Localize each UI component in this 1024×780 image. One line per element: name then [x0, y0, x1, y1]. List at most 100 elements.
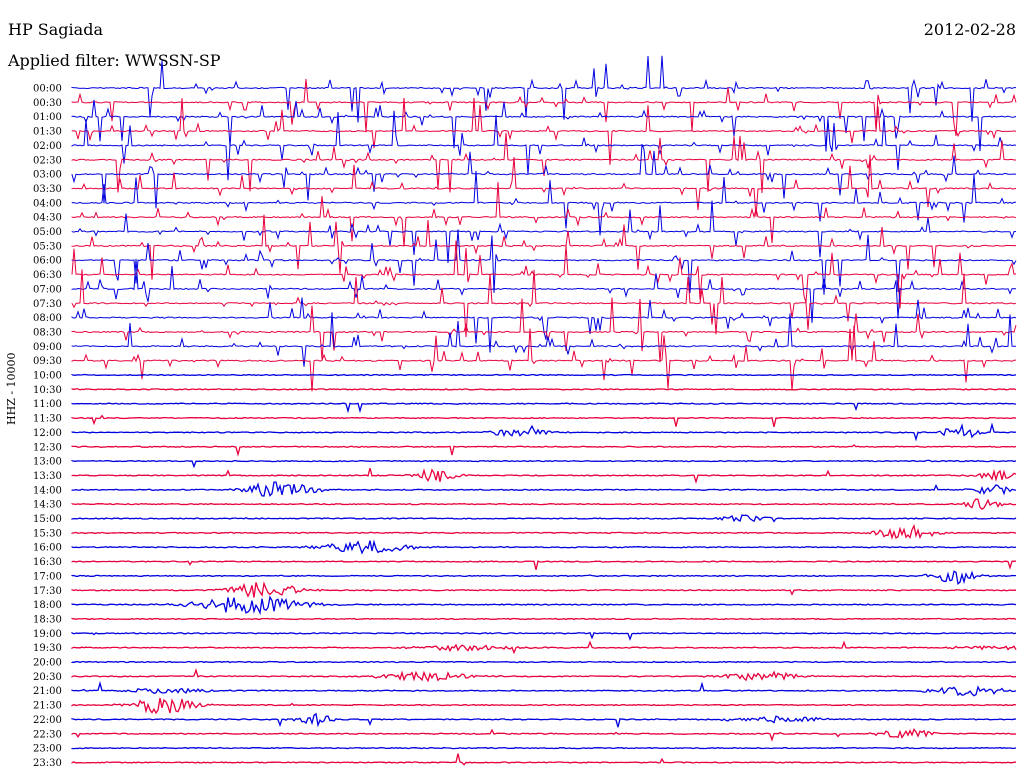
trace-row	[71, 728, 1017, 742]
row-label: 04:00	[33, 198, 62, 209]
row-label: 08:00	[33, 313, 62, 324]
trace-row	[71, 498, 1017, 511]
filter-label: Applied filter: WWSSN-SP	[8, 51, 221, 70]
row-label: 00:30	[33, 98, 62, 109]
trace-row	[71, 560, 1017, 570]
row-label: 12:30	[33, 442, 62, 453]
trace-row	[71, 297, 1017, 353]
row-label: 15:00	[33, 514, 62, 525]
row-label: 23:30	[33, 758, 62, 769]
row-label: 11:00	[33, 399, 62, 410]
trace-row	[71, 422, 1017, 442]
trace-row	[71, 514, 1017, 523]
trace-row	[71, 753, 1017, 766]
row-label: 02:00	[33, 141, 62, 152]
trace-row	[71, 402, 1017, 414]
trace-row	[71, 110, 1017, 181]
row-label: 14:30	[33, 500, 62, 511]
trace-row	[71, 697, 1017, 715]
row-label: 09:00	[33, 342, 62, 353]
row-label: 22:30	[33, 729, 62, 740]
row-label: 18:30	[33, 614, 62, 625]
row-label: 01:30	[33, 127, 62, 138]
row-label: 05:30	[33, 241, 62, 252]
row-label: 08:30	[33, 327, 62, 338]
date-label: 2012-02-28	[923, 20, 1016, 39]
trace-row	[71, 459, 1017, 469]
trace-row	[71, 481, 1017, 497]
traces	[71, 55, 1017, 766]
trace-row	[71, 660, 1017, 664]
trace-row	[71, 258, 1017, 323]
trace-row	[71, 581, 1016, 598]
trace-row	[71, 444, 1017, 457]
trace-row	[71, 297, 1017, 363]
row-label: 01:00	[33, 112, 62, 123]
trace-row	[71, 240, 1017, 309]
trace-row	[71, 132, 1016, 194]
trace-row	[71, 200, 1017, 264]
trace-row	[71, 55, 1016, 123]
row-label: 03:00	[33, 170, 62, 181]
row-label: 19:30	[33, 643, 62, 654]
trace-row	[71, 373, 1017, 377]
row-label: 15:30	[33, 528, 62, 539]
trace-row	[71, 523, 1017, 540]
row-label: 17:00	[33, 571, 62, 582]
trace-row	[71, 712, 1017, 728]
row-label: 22:00	[33, 715, 62, 726]
trace-row	[71, 214, 1017, 280]
row-label: 11:30	[33, 414, 62, 425]
trace-row	[71, 539, 1017, 555]
row-label: 16:00	[33, 543, 62, 554]
trace-row	[71, 182, 1017, 247]
row-labels: 00:00 00:30 01:00 01:30 02:00 02:30 03:00 03:30…	[33, 84, 62, 769]
row-label: 20:30	[33, 672, 62, 683]
row-label: 17:30	[33, 586, 62, 597]
trace-row	[71, 170, 1016, 236]
station-title: HP Sagiada	[8, 20, 103, 39]
trace-row	[71, 746, 1017, 750]
row-label: 14:00	[33, 485, 62, 496]
row-label: 07:30	[33, 299, 62, 310]
row-label: 20:00	[33, 658, 62, 669]
trace-row	[71, 312, 1017, 367]
row-label: 07:00	[33, 284, 62, 295]
row-label: 10:00	[33, 371, 62, 382]
trace-row	[71, 414, 1017, 427]
trace-row	[71, 631, 1017, 642]
trace-row	[71, 78, 1017, 136]
trace-row	[71, 154, 1017, 217]
trace-row	[71, 595, 1017, 616]
row-label: 12:00	[33, 428, 62, 439]
trace-row	[71, 680, 1017, 697]
row-label: 02:30	[33, 155, 62, 166]
row-label: 04:30	[33, 213, 62, 224]
row-label: 09:30	[33, 356, 62, 367]
row-label: 05:00	[33, 227, 62, 238]
row-label: 18:00	[33, 600, 62, 611]
trace-row	[71, 570, 1016, 586]
row-label: 13:30	[33, 471, 62, 482]
trace-row	[71, 388, 1017, 391]
row-label: 00:00	[33, 84, 62, 95]
trace-row	[71, 617, 1017, 621]
row-label: 06:30	[33, 270, 62, 281]
row-label: 10:30	[33, 385, 62, 396]
trace-row	[71, 144, 1017, 209]
trace-row	[71, 667, 1017, 683]
row-label: 21:00	[33, 686, 62, 697]
row-label: 06:00	[33, 256, 62, 267]
row-label: 19:00	[33, 629, 62, 640]
trace-row	[71, 229, 1017, 295]
trace-row	[71, 467, 1017, 485]
trace-row	[71, 269, 1017, 338]
trace-row	[71, 640, 1017, 655]
trace-row	[71, 99, 1017, 152]
row-label: 03:30	[33, 184, 62, 195]
trace-row	[71, 325, 1017, 392]
row-label: 13:00	[33, 457, 62, 468]
row-label: 23:00	[33, 744, 62, 755]
row-label: 16:30	[33, 557, 62, 568]
